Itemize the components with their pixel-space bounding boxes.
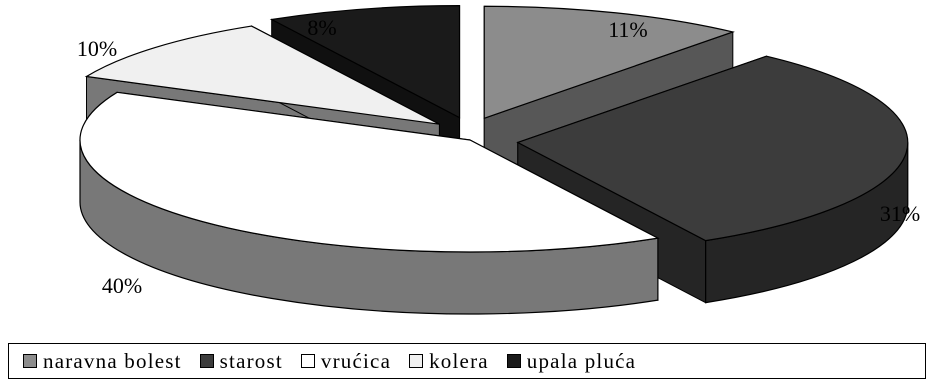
legend: naravna bolest starost vrućica kolera up… [8,343,926,379]
data-label-upala-pluća: 8% [307,15,336,40]
pie-slice-vrućica [79,91,660,315]
legend-item-vrucica: vrućica [300,348,392,374]
slice-top [483,5,735,120]
legend-swatch [199,354,214,368]
legend-swatch [23,354,37,368]
pie-chart: 11% 31% 40% 10% 8% [77,5,920,315]
legend-item-upala-pluca: upala pluća [506,348,637,374]
legend-swatch [409,354,424,368]
slices-layer [79,5,909,315]
legend-label: kolera [429,348,489,373]
legend-label: upala pluća [526,348,637,373]
data-label-vrućica: 40% [102,273,142,298]
legend-label: naravna bolest [43,348,182,373]
slice-top [516,55,909,242]
slice-top [84,25,440,125]
legend-item-starost: starost [199,348,283,374]
data-label-kolera: 10% [77,36,117,61]
data-label-naravna-bolest: 11% [608,17,648,42]
legend-item-naravna-bolest: naravna bolest [23,349,182,374]
labels-layer: 11% 31% 40% 10% 8% [77,15,920,298]
slice-top [269,5,461,119]
legend-swatch [300,354,315,368]
legend-label: vrućica [320,348,392,373]
legend-swatch [506,354,521,368]
data-label-starost: 31% [880,201,920,226]
legend-label: starost [219,348,283,373]
legend-item-kolera: kolera [409,349,489,374]
slice-top [79,91,660,253]
